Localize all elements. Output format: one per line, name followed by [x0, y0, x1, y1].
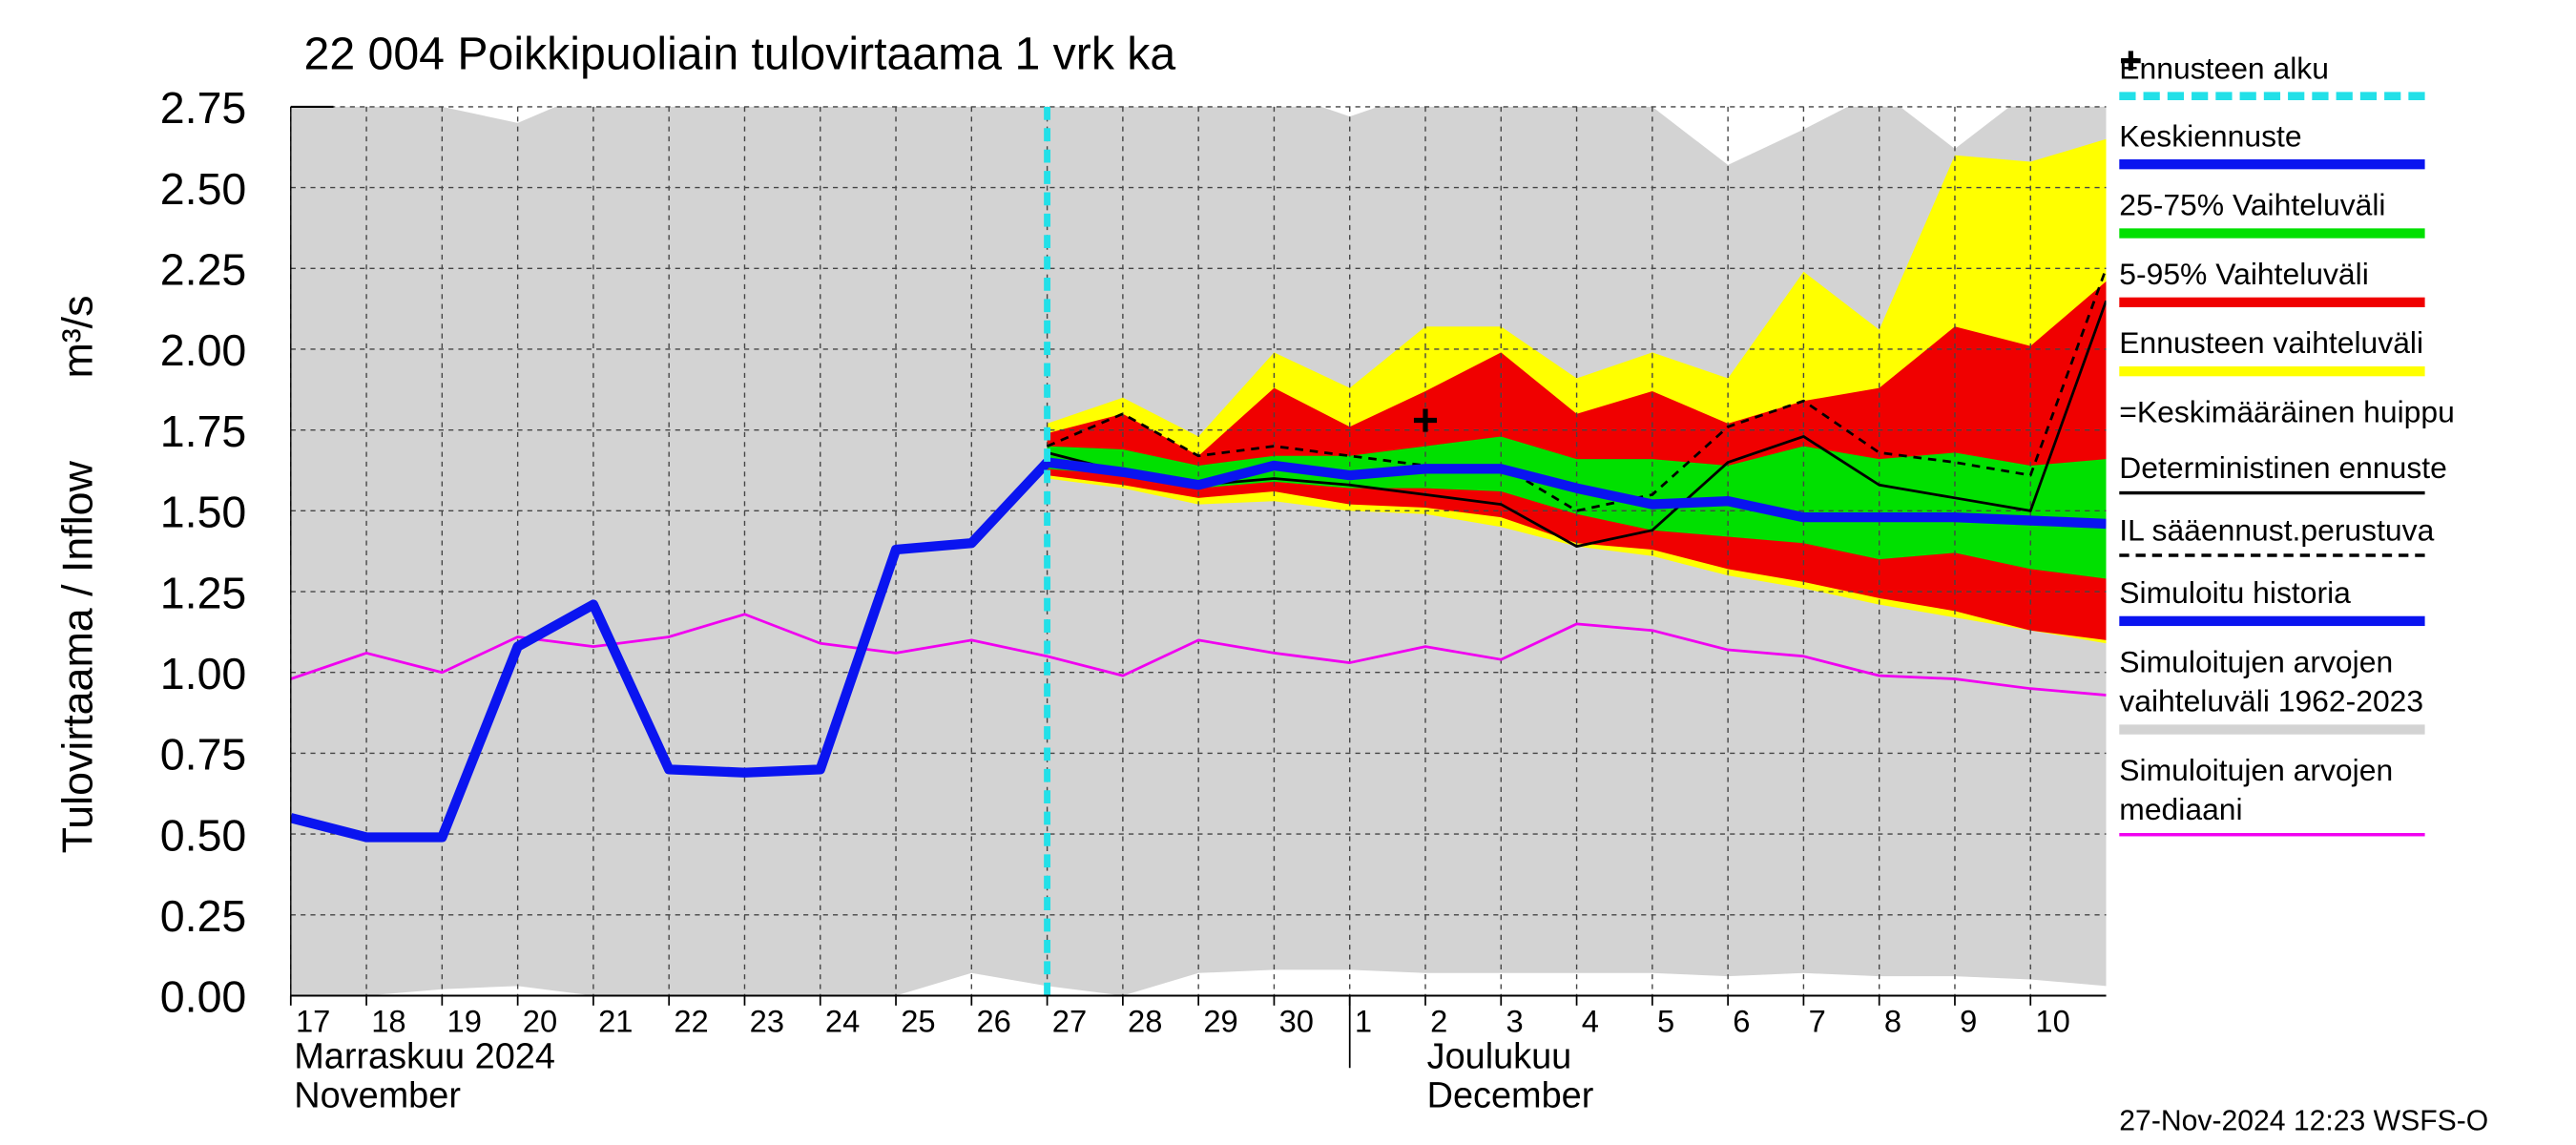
legend-swatch	[2119, 833, 2425, 837]
x-tick-label: 10	[2035, 1003, 2069, 1038]
legend-entry: Simuloitujen arvojen vaihteluväli 1962-2…	[2119, 642, 2500, 735]
legend-label: IL sääennust.perustuva	[2119, 512, 2435, 548]
x-tick-label: 1	[1355, 1003, 1372, 1038]
legend: Ennusteen alku Keskiennuste 25-75% Vaihtel…	[2119, 50, 2500, 853]
x-tick-label: 6	[1733, 1003, 1750, 1038]
y-axis-label: Tulovirtaama / Inflow	[53, 460, 101, 853]
axes: 0.00 0.25 0.50 0.75 1.00 1.25 1.50 1.75 2.00 2.25…	[160, 83, 2107, 1116]
x-tick-label: 26	[976, 1003, 1010, 1038]
x-tick-label: 19	[447, 1003, 482, 1038]
y-tick-label: 2.75	[160, 83, 246, 133]
y-tick-label: 2.00	[160, 325, 246, 375]
legend-swatch	[2119, 92, 2425, 101]
legend-label: 5-95% Vaihteluväli	[2119, 256, 2369, 291]
legend-entry: 25-75% Vaihteluväli	[2119, 186, 2500, 239]
legend-swatch	[2119, 159, 2425, 170]
y-tick-label: 0.00	[160, 972, 246, 1022]
x-tick-label: 22	[674, 1003, 708, 1038]
x-tick-label: 8	[1884, 1003, 1901, 1038]
x-tick-label: 17	[296, 1003, 330, 1038]
legend-entry: =Keskimääräinen huippu	[2119, 51, 2500, 432]
month-label: Marraskuu 2024	[294, 1036, 555, 1076]
legend-label: =Keskimääräinen huippu	[2119, 51, 2500, 432]
line	[290, 459, 1051, 843]
x-tick-label: 3	[1506, 1003, 1523, 1038]
x-tick-label: 27	[1052, 1003, 1087, 1038]
month-label-en: November	[294, 1076, 461, 1116]
legend-entry: IL sääennust.perustuva	[2119, 511, 2500, 557]
legend-entry: Keskiennuste	[2119, 116, 2500, 170]
x-tick-label: 30	[1279, 1003, 1314, 1038]
legend-label: 25-75% Vaihteluväli	[2119, 187, 2386, 222]
x-tick-label: 20	[523, 1003, 557, 1038]
legend-label: Simuloitujen arvojen mediaani	[2119, 752, 2394, 827]
line	[290, 613, 2107, 697]
y-tick-label: 1.50	[160, 488, 246, 537]
x-tick-label: 5	[1657, 1003, 1674, 1038]
y-axis-unit: m³/s	[53, 295, 101, 378]
legend-swatch	[2119, 297, 2425, 308]
x-tick-label: 28	[1128, 1003, 1162, 1038]
y-tick-label: 1.00	[160, 649, 246, 698]
legend-label: Simuloitujen arvojen vaihteluväli 1962-2…	[2119, 644, 2424, 718]
x-tick-label: 24	[825, 1003, 860, 1038]
plus	[2121, 51, 2141, 72]
legend-entry: Ennusteen vaihteluväli	[2119, 323, 2500, 377]
legend-entry: Simuloitu historia	[2119, 573, 2500, 627]
y-tick-label: 1.25	[160, 568, 246, 617]
line	[1047, 267, 2107, 512]
month-label-en: December	[1427, 1076, 1594, 1116]
legend-entry: Deterministinen ennuste	[2119, 448, 2500, 495]
x-tick-label: 18	[371, 1003, 405, 1038]
line	[1046, 457, 2107, 530]
legend-entry: Ennusteen alku	[2119, 50, 2500, 101]
legend-label: Simuloitu historia	[2119, 574, 2351, 610]
legend-swatch	[2119, 615, 2425, 627]
lines	[290, 106, 2107, 996]
legend-swatch	[2119, 724, 2425, 735]
legend-swatch	[2119, 365, 2425, 377]
legend-entry: Simuloitujen arvojen mediaani	[2119, 751, 2500, 837]
y-tick-label: 1.75	[160, 406, 246, 456]
legend-marker	[2121, 51, 2141, 72]
y-tick-label: 2.25	[160, 245, 246, 295]
x-tick-label: 4	[1582, 1003, 1599, 1038]
legend-label: Keskiennuste	[2119, 117, 2302, 154]
y-tick-label: 2.50	[160, 164, 246, 214]
chart-title: 22 004 Poikkipuoliain tulovirtaama 1 vrk…	[304, 28, 1176, 79]
legend-entry: 5-95% Vaihteluväli	[2119, 255, 2500, 308]
legend-label: Ennusteen alku	[2119, 51, 2329, 86]
legend-swatch	[2119, 553, 2425, 557]
legend-swatch	[2119, 490, 2425, 495]
y-tick-label: 0.50	[160, 810, 246, 860]
x-tick-label: 21	[598, 1003, 633, 1038]
legend-swatch	[2119, 228, 2425, 239]
timestamp: 27-Nov-2024 12:23 WSFS-O	[2119, 1104, 2489, 1137]
legend-text: =Keskimääräinen huippu	[2119, 394, 2455, 429]
legend-label: Deterministinen ennuste	[2119, 449, 2447, 485]
month-label: Joulukuu	[1427, 1036, 1572, 1076]
peak-marker	[1413, 408, 1438, 432]
legend-label: Ennusteen vaihteluväli	[2119, 324, 2424, 361]
y-tick-label: 0.75	[160, 730, 246, 780]
x-tick-label: 7	[1809, 1003, 1826, 1038]
y-tick-label: 0.25	[160, 891, 246, 941]
x-tick-label: 25	[901, 1003, 935, 1038]
x-tick-label: 2	[1430, 1003, 1447, 1038]
x-tick-label: 23	[750, 1003, 784, 1038]
x-tick-label: 9	[1960, 1003, 1977, 1038]
x-tick-label: 29	[1203, 1003, 1237, 1038]
